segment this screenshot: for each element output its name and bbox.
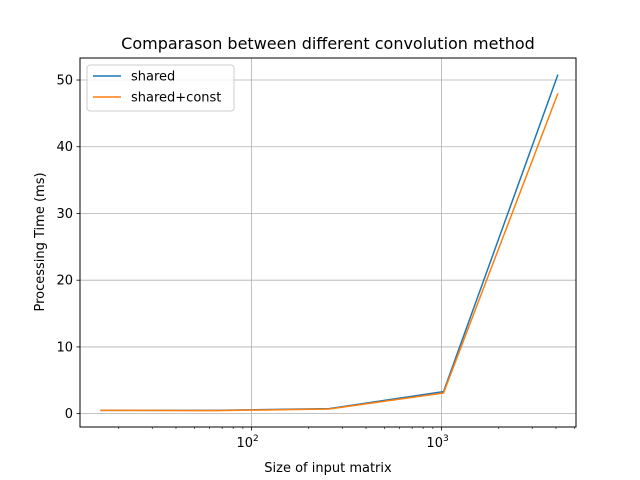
series-lines (100, 74, 559, 412)
legend-entry-label: shared (131, 70, 175, 85)
y-tick-label: 50 (56, 74, 73, 89)
x-tick-label-exponent: 3 (443, 434, 449, 444)
x-tick-label-exponent: 2 (253, 434, 259, 444)
legend: shared shared+const (86, 64, 235, 112)
legend-box (86, 64, 235, 112)
series-line (100, 93, 559, 412)
y-tick-label: 40 (56, 140, 73, 155)
x-tick-label-base: 10 (426, 436, 443, 451)
legend-entry-label: shared+const (131, 91, 221, 106)
x-tick-label: 103 (426, 434, 448, 451)
chart-title: Comparason between different convolution… (121, 34, 535, 53)
x-tick-label-base: 10 (236, 436, 253, 451)
grid (80, 58, 576, 427)
y-tick-label: 30 (56, 207, 73, 222)
y-tick-label: 0 (65, 407, 73, 422)
y-tick-label: 20 (56, 274, 73, 289)
y-tick-label: 10 (56, 340, 73, 355)
x-axis-label: Size of input matrix (264, 461, 392, 476)
x-tick-label: 102 (236, 434, 258, 451)
y-axis-label: Processing Time (ms) (33, 172, 48, 311)
plot-frame (79, 57, 577, 428)
